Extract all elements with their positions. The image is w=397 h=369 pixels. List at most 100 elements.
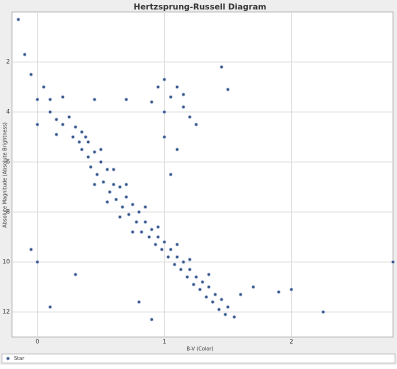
star-point <box>251 285 256 289</box>
star-point <box>120 205 125 209</box>
star-point <box>200 280 205 284</box>
star-point <box>73 125 78 129</box>
star-point <box>35 260 40 264</box>
star-point <box>185 275 190 279</box>
star-point <box>181 260 186 264</box>
x-tick-label: 0 <box>35 339 39 346</box>
star-point <box>80 130 84 134</box>
legend-label: Star <box>14 356 25 362</box>
star-point <box>172 262 177 267</box>
y-tick-label: 12 <box>2 309 10 316</box>
star-point <box>153 242 158 247</box>
star-point <box>156 85 160 89</box>
star-point <box>162 135 167 139</box>
star-point <box>107 190 112 194</box>
star-point <box>54 117 59 122</box>
star-point <box>204 295 209 299</box>
star-point <box>124 182 129 187</box>
star-point <box>191 282 196 287</box>
star-point <box>210 300 215 304</box>
y-tick-label: 10 <box>2 259 10 266</box>
star-point <box>86 140 91 144</box>
star-point <box>95 172 99 177</box>
star-point <box>223 312 228 317</box>
legend <box>1 353 396 364</box>
star-point <box>35 97 40 102</box>
star-point <box>88 165 93 169</box>
star-point <box>276 290 281 294</box>
y-axis-label: Absolute Magnitude (Absolute Brightness) <box>3 122 9 228</box>
star-point <box>219 65 224 69</box>
star-point <box>168 95 173 99</box>
star-point <box>101 180 106 184</box>
star-point <box>213 292 218 297</box>
star-point <box>48 97 52 102</box>
star-point <box>35 122 40 127</box>
star-point <box>321 310 325 314</box>
star-point <box>29 72 33 77</box>
star-point <box>162 240 167 244</box>
star-point <box>71 135 75 139</box>
star-point <box>60 95 65 99</box>
star-point <box>149 227 154 232</box>
star-point <box>156 235 160 239</box>
star-point <box>219 297 224 302</box>
star-point <box>149 100 154 104</box>
star-point <box>156 225 160 229</box>
star-point <box>187 267 192 272</box>
y-tick-label: 8 <box>6 209 10 216</box>
star-point <box>77 140 82 144</box>
star-point <box>105 167 110 172</box>
star-point <box>134 220 139 224</box>
star-point <box>289 287 294 292</box>
star-point <box>92 182 97 187</box>
star-point <box>181 105 186 109</box>
star-point <box>226 87 230 92</box>
star-point <box>137 300 141 304</box>
star-point <box>198 287 202 292</box>
star-point <box>181 92 186 97</box>
star-point <box>92 150 97 154</box>
legend-marker <box>6 356 10 361</box>
star-point <box>105 200 110 204</box>
star-point <box>139 230 144 234</box>
y-tick-label: 4 <box>6 109 10 116</box>
star-point <box>130 202 135 207</box>
star-point <box>187 115 192 119</box>
star-point <box>143 220 148 224</box>
star-point <box>124 195 129 199</box>
star-point <box>226 305 230 309</box>
y-tick-label: 2 <box>6 59 10 66</box>
star-point <box>92 97 97 102</box>
star-point <box>168 247 173 252</box>
star-point <box>194 275 198 279</box>
star-point <box>147 235 152 239</box>
star-point <box>29 247 33 252</box>
star-point <box>86 155 91 159</box>
star-point <box>238 292 243 297</box>
star-point <box>118 185 122 189</box>
star-point <box>54 132 59 137</box>
chart-title: Hertzsprung-Russell Diagram <box>134 3 267 12</box>
star-point <box>162 77 167 82</box>
star-point <box>391 260 395 264</box>
star-point <box>187 257 192 262</box>
star-point <box>114 197 118 202</box>
star-point <box>80 147 84 152</box>
star-point <box>179 267 183 272</box>
star-point <box>83 135 88 139</box>
star-point <box>41 85 46 89</box>
star-point <box>99 160 103 164</box>
star-point <box>194 122 198 127</box>
star-point <box>126 212 131 217</box>
star-point <box>175 255 179 259</box>
star-point <box>73 272 78 277</box>
star-point <box>217 307 221 312</box>
star-point <box>48 305 52 309</box>
star-point <box>137 210 141 214</box>
star-point <box>16 17 21 22</box>
star-point <box>22 52 27 57</box>
star-point <box>207 285 211 289</box>
star-point <box>207 272 211 277</box>
